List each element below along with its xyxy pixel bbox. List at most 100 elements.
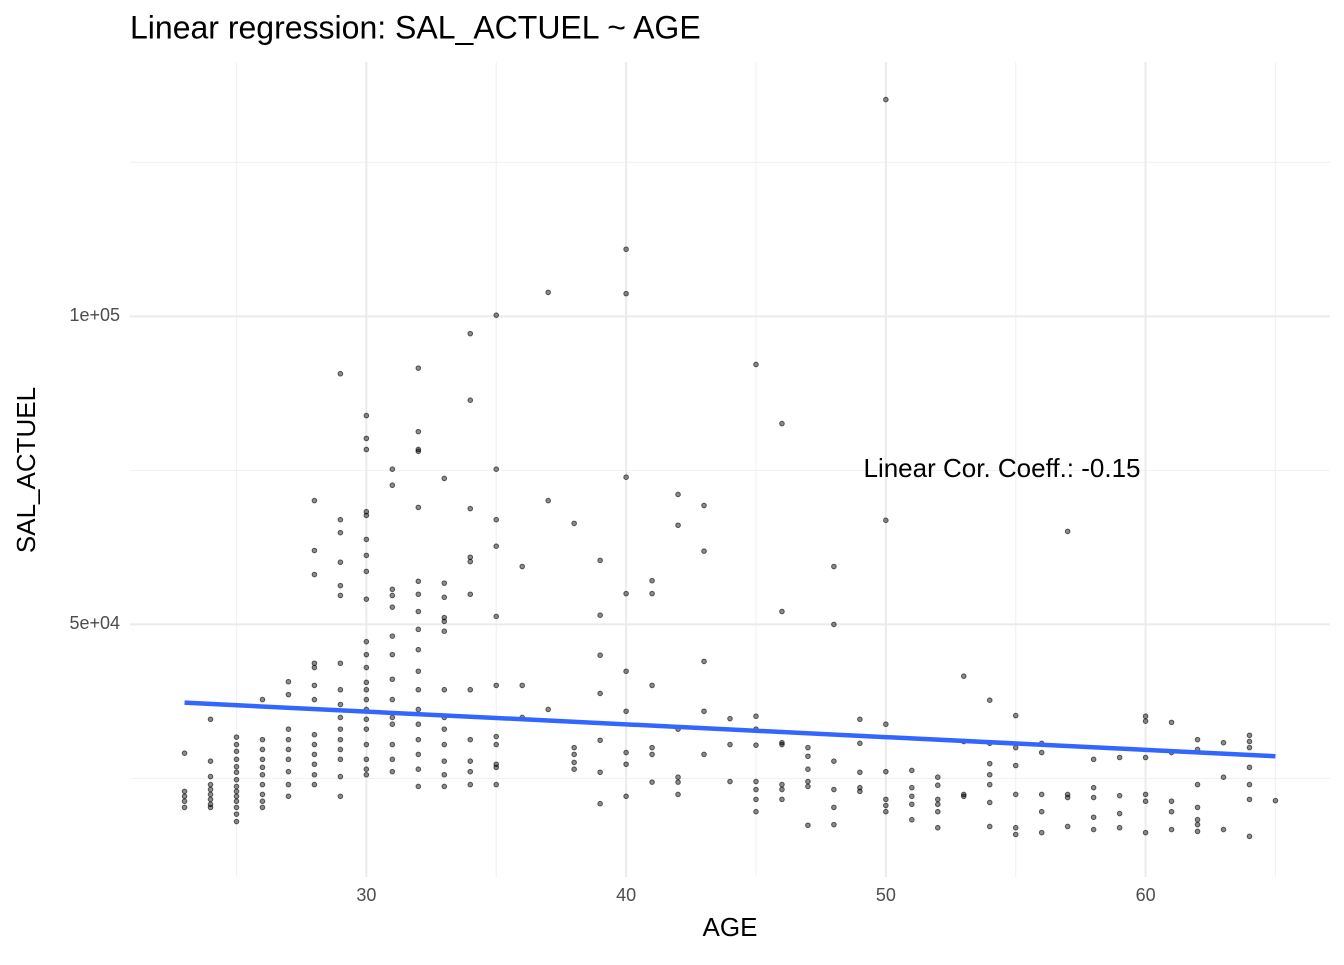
point (779, 796, 785, 803)
point (1142, 798, 1149, 805)
point (285, 756, 292, 763)
point (493, 516, 500, 523)
point (493, 466, 500, 472)
x-axis-title: AGE (703, 912, 758, 942)
point (571, 520, 577, 527)
point (493, 312, 500, 318)
point (311, 731, 318, 738)
point (337, 714, 344, 721)
point (389, 466, 396, 472)
point (701, 751, 707, 758)
point (727, 778, 733, 785)
point (389, 696, 396, 703)
point (285, 793, 292, 800)
point (623, 708, 629, 715)
point (337, 746, 344, 753)
point (675, 774, 681, 781)
point (1090, 814, 1097, 821)
point (363, 651, 370, 658)
point (1012, 712, 1019, 719)
point (467, 397, 474, 403)
point (1090, 794, 1097, 801)
point (259, 736, 266, 743)
point (415, 751, 422, 758)
point (831, 821, 837, 828)
point (493, 682, 500, 689)
point (1194, 804, 1201, 811)
point (805, 753, 811, 760)
point (233, 776, 240, 783)
point (1012, 831, 1019, 838)
point (831, 758, 837, 764)
point (649, 779, 655, 785)
point (337, 592, 344, 599)
point (909, 816, 915, 823)
point (415, 783, 422, 790)
point (181, 793, 188, 800)
point (1142, 754, 1149, 761)
point (571, 759, 577, 766)
point (233, 798, 240, 805)
point (415, 721, 422, 728)
y-axis-title: SAL_ACTUEL (11, 387, 41, 553)
point (415, 686, 422, 693)
point (285, 746, 292, 753)
point (337, 660, 344, 667)
point (233, 734, 240, 740)
point (389, 721, 396, 728)
point (311, 751, 318, 758)
point (415, 428, 422, 435)
point (1142, 713, 1149, 720)
point (441, 741, 448, 748)
point (1194, 828, 1201, 835)
point (597, 612, 603, 618)
point (415, 578, 422, 585)
x-tick-label: 30 (356, 885, 376, 905)
point (467, 781, 474, 788)
point (233, 804, 240, 811)
point (934, 801, 941, 808)
x-tick-label: 50 (876, 885, 896, 905)
point (363, 435, 370, 442)
point (363, 756, 370, 763)
point (285, 678, 292, 685)
point (675, 491, 681, 498)
point (1194, 736, 1201, 743)
point (779, 608, 785, 615)
point (337, 726, 344, 732)
point (363, 412, 370, 419)
point (233, 756, 240, 763)
point (649, 744, 655, 751)
point (623, 749, 629, 756)
point (831, 563, 837, 570)
point (1194, 781, 1201, 788)
x-tick-label: 60 (1136, 885, 1156, 905)
annotation: Linear Cor. Coeff.: -0.15 (863, 453, 1140, 483)
point (545, 706, 551, 713)
point (1272, 797, 1279, 804)
point (1168, 719, 1175, 726)
point (389, 756, 396, 763)
point (857, 788, 863, 795)
point (207, 758, 214, 764)
point (1012, 791, 1019, 798)
point (363, 686, 370, 693)
point (389, 768, 396, 775)
point (311, 771, 318, 778)
point (1220, 826, 1227, 833)
x-tick-label: 40 (616, 885, 636, 905)
point (441, 783, 448, 790)
point (1038, 829, 1045, 836)
point (597, 800, 603, 807)
point (259, 781, 266, 788)
point (1246, 781, 1253, 788)
point (675, 791, 681, 798)
point (415, 608, 422, 615)
point (545, 497, 551, 504)
point (805, 822, 811, 829)
point (1064, 794, 1071, 801)
point (337, 756, 344, 763)
point (545, 289, 551, 296)
